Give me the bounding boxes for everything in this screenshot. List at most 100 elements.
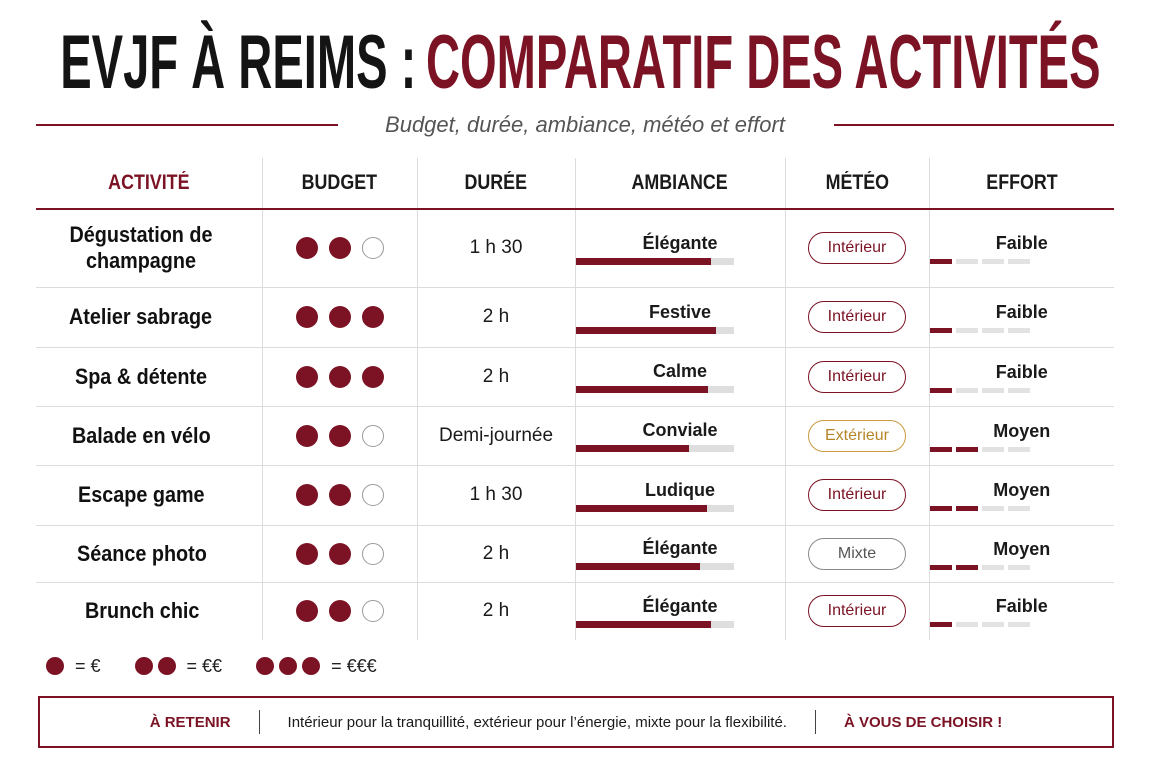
table-row: Spa & détente 2 h Calme Intérieur Faible xyxy=(36,347,1114,407)
effort-label: Faible xyxy=(995,361,1048,382)
effort-segment-filled xyxy=(929,259,952,265)
effort-cell: Moyen xyxy=(928,525,1115,583)
budget-rating xyxy=(263,237,417,260)
subtitle: Budget, durée, ambiance, météo et effort xyxy=(385,112,785,137)
ambiance-label: Élégante xyxy=(642,232,718,253)
budget-dot-filled xyxy=(295,542,318,565)
weather-cell: Mixte xyxy=(784,525,929,583)
budget-dot-filled xyxy=(328,365,351,388)
budget-rating xyxy=(263,365,417,388)
budget-dot-filled xyxy=(295,365,318,388)
effort-segment-empty xyxy=(981,622,1004,628)
weather-badge: Extérieur xyxy=(808,419,906,452)
weather-badge: Intérieur xyxy=(808,301,906,333)
effort-cell: Moyen xyxy=(928,406,1115,466)
effort-segment-empty xyxy=(955,622,978,628)
ambiance-bar-track xyxy=(575,563,734,570)
ambiance-bar-fill xyxy=(575,257,712,265)
budget-dot-filled xyxy=(361,306,384,328)
budget-cell xyxy=(261,465,417,526)
activity-name: Spa & détente xyxy=(75,363,208,389)
ambiance-label: Calme xyxy=(652,361,708,381)
budget-dot-filled xyxy=(295,424,318,447)
effort-label: Faible xyxy=(995,302,1048,322)
activity-cell: Escape game xyxy=(36,465,262,526)
budget-rating xyxy=(263,484,417,506)
effort-segment-empty xyxy=(955,259,978,265)
effort-segment-filled xyxy=(955,564,978,570)
legend-item: = €€ xyxy=(134,656,222,677)
budget-dot-empty xyxy=(361,237,384,260)
effort-segment-filled xyxy=(929,506,952,511)
effort-cell: Moyen xyxy=(928,465,1115,526)
activity-cell: Spa & détente xyxy=(36,347,262,407)
activity-cell: Séance photo xyxy=(36,525,262,583)
ambiance-bar-track xyxy=(575,386,734,393)
budget-cell xyxy=(261,347,417,407)
ambiance-bar-track xyxy=(575,326,734,334)
legend-dot xyxy=(279,657,298,675)
effort-meter xyxy=(929,259,1115,265)
effort-segment-empty xyxy=(981,328,1004,333)
activity-cell: Brunch chic xyxy=(36,582,262,640)
table-row: Brunch chic 2 h Élégante Intérieur Faible xyxy=(36,582,1114,640)
effort-label: Moyen xyxy=(993,480,1051,500)
ambiance-label: Élégante xyxy=(642,538,718,558)
budget-dot-filled xyxy=(328,542,351,565)
header-meteo: MÉTÉO xyxy=(784,158,929,210)
ambiance-cell: Calme xyxy=(574,347,785,407)
weather-badge: Intérieur xyxy=(808,595,906,628)
ambiance-bar-fill xyxy=(575,445,690,452)
effort-cell: Faible xyxy=(928,582,1115,640)
activity-name: Escape game xyxy=(78,482,205,507)
budget-dot-filled xyxy=(295,237,318,260)
weather-cell: Extérieur xyxy=(784,406,929,466)
ambiance-bar-fill xyxy=(575,563,701,570)
activity-cell: Dégustation de champagne xyxy=(36,209,262,288)
footer-right: À VOUS DE CHOISIR ! xyxy=(843,713,1003,731)
budget-cell xyxy=(261,525,417,583)
effort-segment-filled xyxy=(929,387,952,393)
title-part-1: EVJF À REIMS : xyxy=(59,20,416,105)
budget-cell xyxy=(261,406,417,466)
effort-segment-filled xyxy=(955,506,978,511)
weather-cell: Intérieur xyxy=(784,465,929,526)
duration-cell: 2 h xyxy=(416,287,575,348)
footer-divider-1 xyxy=(258,710,260,734)
footer-message: Intérieur pour la tranquillité, extérieu… xyxy=(287,713,787,731)
effort-segment-filled xyxy=(929,622,952,628)
effort-meter xyxy=(929,622,1115,628)
budget-dot-filled xyxy=(361,365,384,388)
weather-badge: Intérieur xyxy=(808,232,906,265)
ambiance-label: Ludique xyxy=(645,479,715,500)
ambiance-cell: Conviale xyxy=(574,406,785,466)
effort-cell: Faible xyxy=(928,287,1114,348)
budget-dot-filled xyxy=(328,306,351,328)
effort-meter xyxy=(929,564,1115,570)
effort-segment-empty xyxy=(955,387,978,393)
comparison-table: ACTIVITÉ BUDGET DURÉE AMBIANCE MÉTÉO EFF… xyxy=(36,158,1114,640)
effort-meter xyxy=(929,446,1115,452)
effort-segment-empty xyxy=(1007,564,1030,570)
subtitle-rule-left xyxy=(36,124,338,126)
weather-badge: Intérieur xyxy=(808,360,906,393)
subtitle-rule-right xyxy=(834,124,1114,126)
activity-cell: Atelier sabrage xyxy=(36,287,262,348)
effort-segment-empty xyxy=(981,259,1004,265)
activity-name: Atelier sabrage xyxy=(69,304,213,329)
effort-segment-empty xyxy=(1007,328,1030,333)
ambiance-bar-track xyxy=(575,257,734,265)
effort-segment-empty xyxy=(981,564,1004,570)
weather-badge: Intérieur xyxy=(808,479,906,511)
budget-rating xyxy=(263,542,417,565)
effort-meter xyxy=(929,506,1115,511)
footer-banner: À RETENIR Intérieur pour la tranquillité… xyxy=(38,696,1114,748)
budget-legend: = € = €€ = €€€ xyxy=(46,654,411,678)
weather-cell: Intérieur xyxy=(784,209,929,288)
budget-dot-filled xyxy=(328,424,351,447)
budget-cell xyxy=(261,209,417,288)
effort-segment-empty xyxy=(955,328,978,333)
effort-label: Faible xyxy=(995,596,1048,617)
effort-segment-empty xyxy=(1007,387,1030,393)
budget-dot-filled xyxy=(328,237,351,260)
